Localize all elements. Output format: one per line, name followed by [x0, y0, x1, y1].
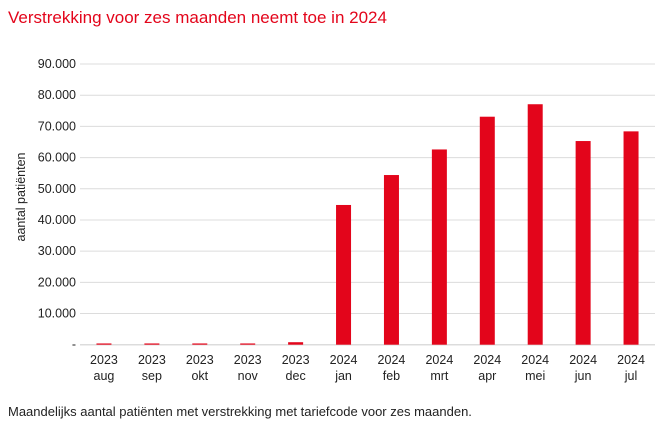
bar-2023-dec — [288, 342, 304, 345]
y-tick-label: 40.000 — [38, 213, 76, 227]
chart-caption: Maandelijks aantal patiënten met verstre… — [8, 404, 472, 419]
x-tick-month: okt — [191, 369, 208, 383]
x-tick-year: 2024 — [617, 353, 645, 367]
y-tick-label: 80.000 — [38, 88, 76, 102]
x-tick-year: 2023 — [90, 353, 118, 367]
y-tick-label: 50.000 — [38, 182, 76, 196]
bar-2024-jul — [623, 131, 639, 345]
bar-2023-nov — [240, 343, 256, 345]
x-tick-year: 2024 — [378, 353, 406, 367]
bar-2023-aug — [96, 343, 112, 345]
x-tick-year: 2024 — [569, 353, 597, 367]
y-tick-label: 60.000 — [38, 151, 76, 165]
bar-2024-mrt — [431, 149, 447, 345]
y-tick-label: 20.000 — [38, 275, 76, 289]
x-tick-year: 2023 — [282, 353, 310, 367]
x-tick-month: jan — [334, 369, 352, 383]
x-tick-month: nov — [238, 369, 259, 383]
x-tick-month: sep — [142, 369, 162, 383]
x-tick-month: mrt — [430, 369, 449, 383]
bar-2024-feb — [383, 175, 399, 345]
x-tick-month: apr — [478, 369, 496, 383]
bar-2023-okt — [192, 343, 208, 345]
x-tick-month: aug — [94, 369, 115, 383]
y-tick-label: 70.000 — [38, 119, 76, 133]
x-tick-year: 2024 — [473, 353, 501, 367]
bar-2024-jun — [575, 141, 591, 345]
x-tick-month: mei — [525, 369, 545, 383]
x-tick-month: dec — [286, 369, 306, 383]
bar-2024-mei — [527, 104, 543, 345]
y-tick-label: 30.000 — [38, 244, 76, 258]
y-tick-label: 10.000 — [38, 307, 76, 321]
x-tick-year: 2024 — [425, 353, 453, 367]
x-tick-month: feb — [383, 369, 400, 383]
y-tick-label: 90.000 — [38, 57, 76, 71]
x-tick-year: 2023 — [234, 353, 262, 367]
bar-2024-jan — [336, 204, 352, 345]
y-tick-label: - — [72, 338, 76, 352]
chart-title: Verstrekking voor zes maanden neemt toe … — [8, 8, 387, 27]
x-tick-year: 2024 — [521, 353, 549, 367]
x-tick-year: 2024 — [330, 353, 358, 367]
x-tick-month: jun — [574, 369, 592, 383]
x-tick-month: jul — [624, 369, 638, 383]
bar-2023-sep — [144, 343, 160, 345]
x-tick-year: 2023 — [186, 353, 214, 367]
bar-2024-apr — [479, 116, 495, 345]
x-tick-year: 2023 — [138, 353, 166, 367]
